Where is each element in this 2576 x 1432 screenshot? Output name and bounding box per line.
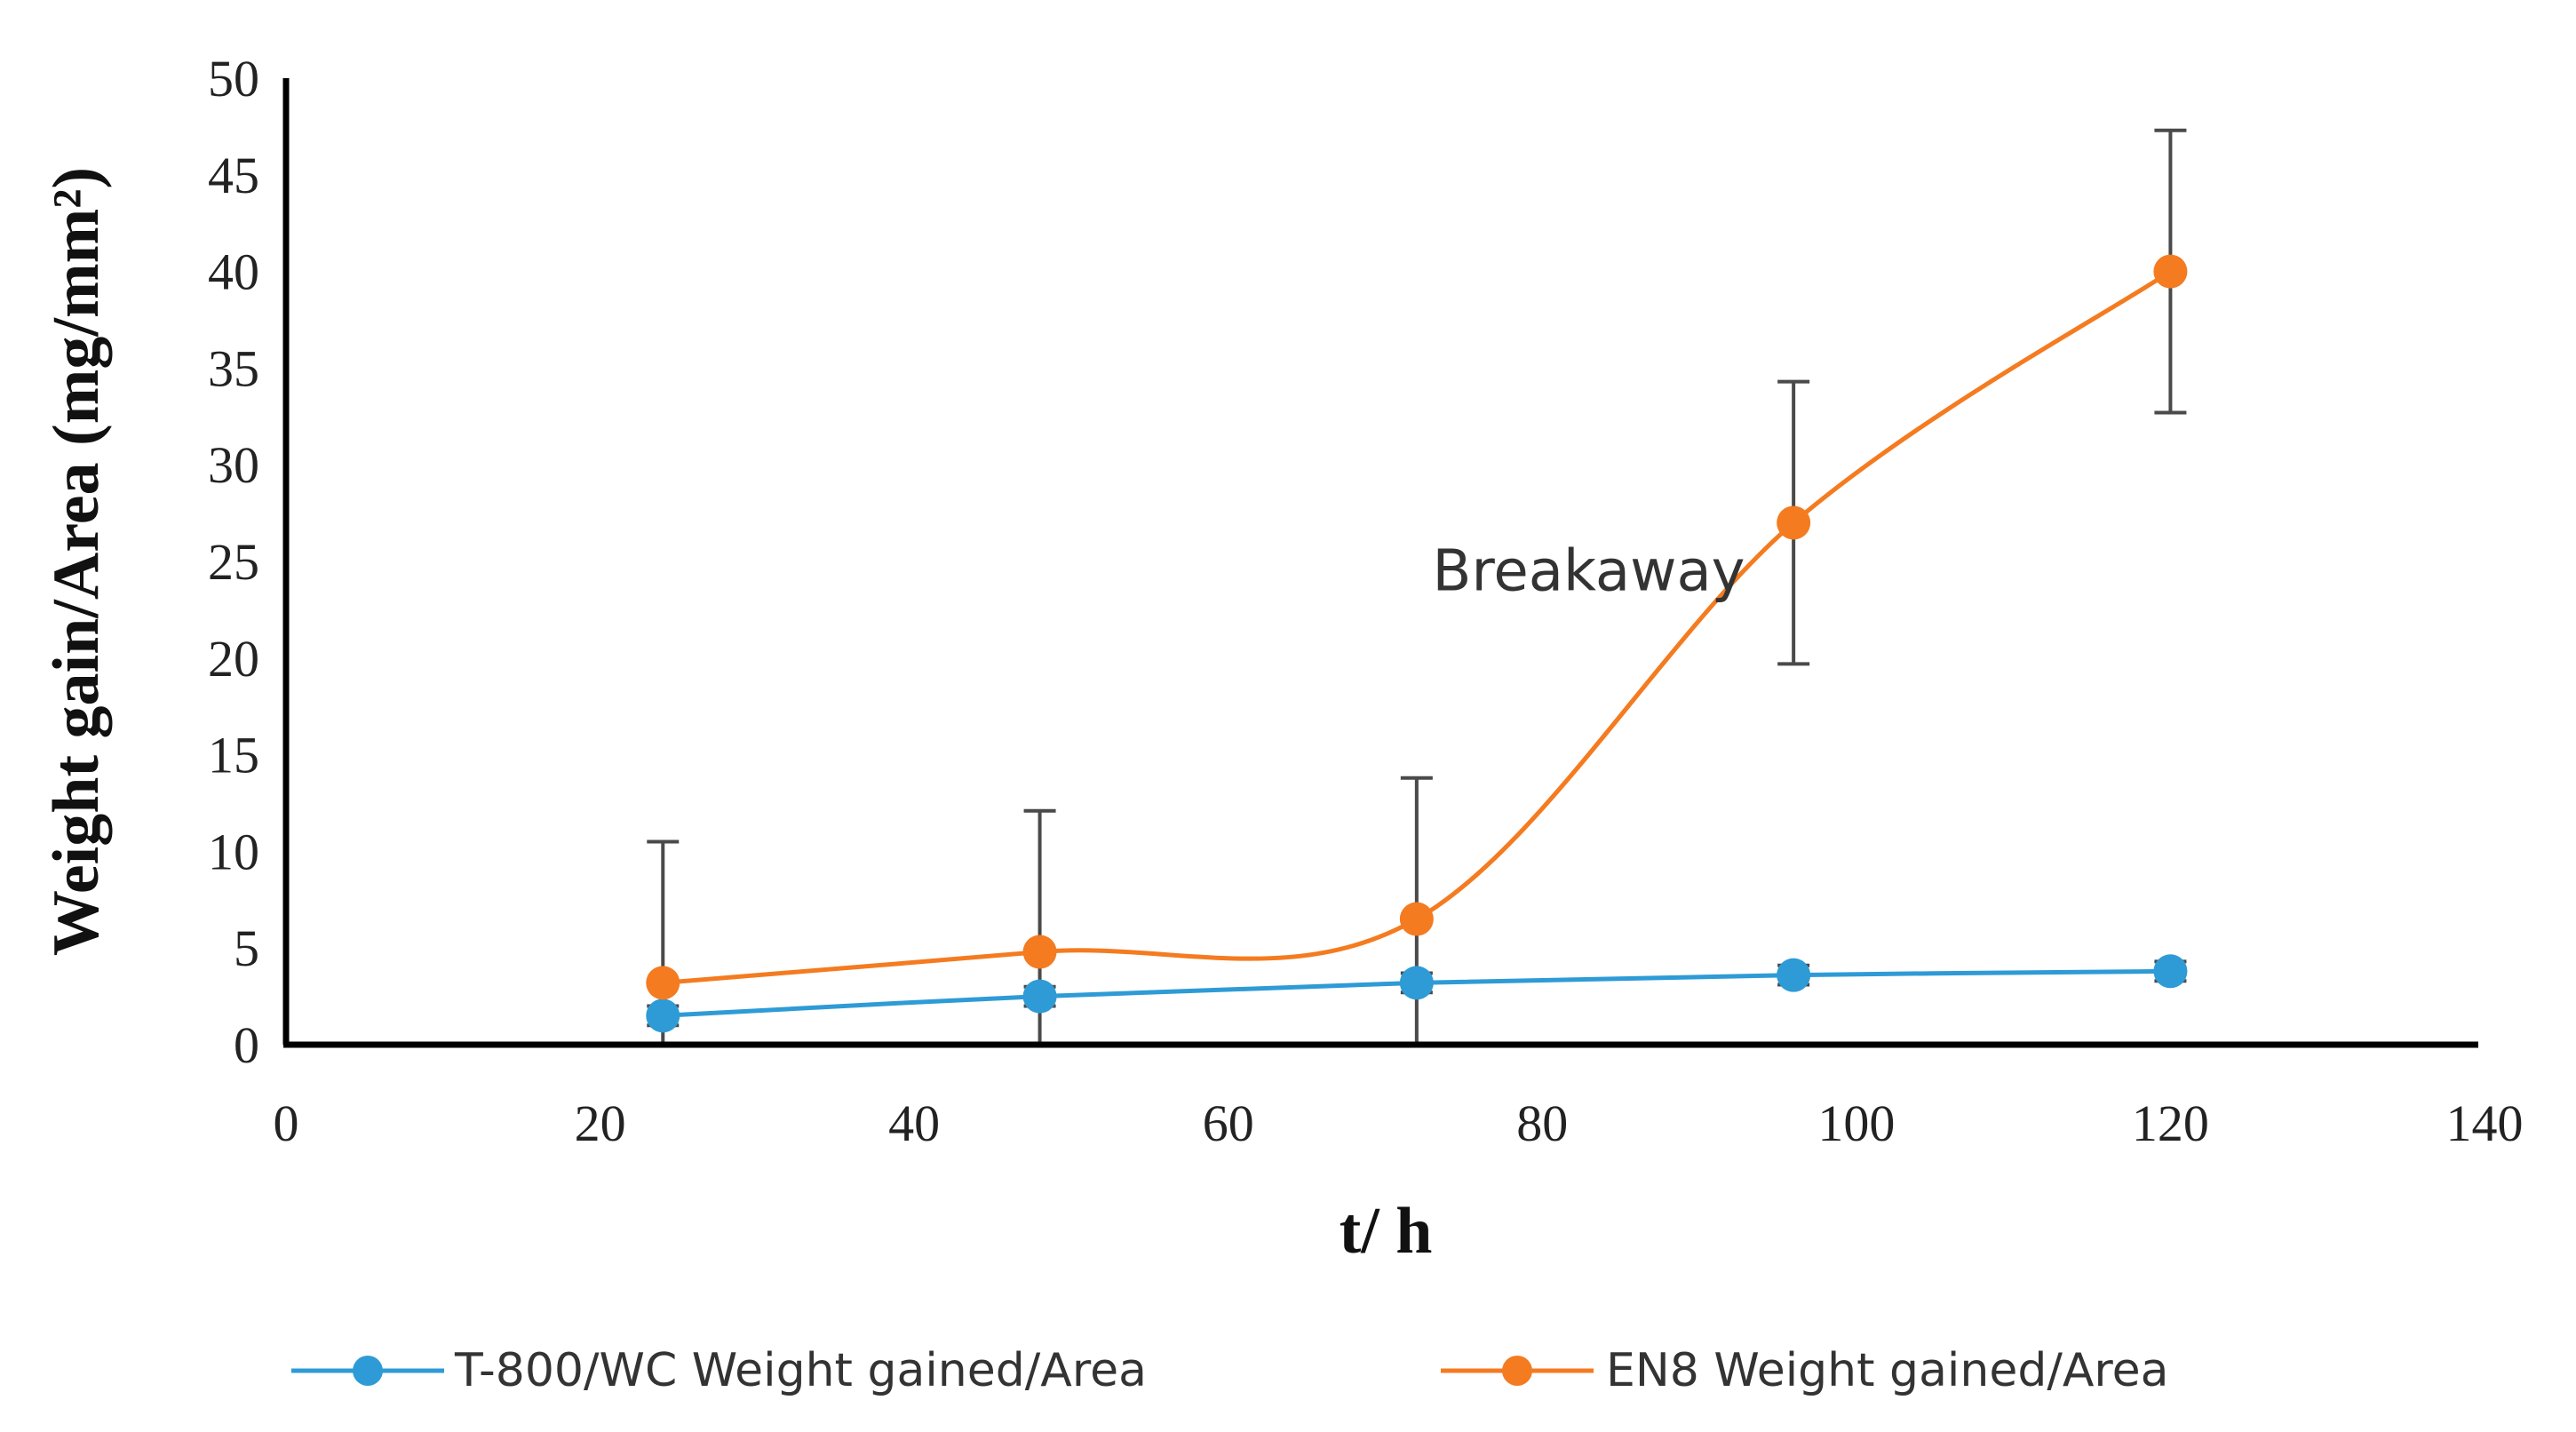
legend-item-en8: EN8 Weight gained/Area (1441, 1344, 2169, 1397)
y-tick-label: 10 (208, 823, 259, 880)
legend-label-en8: EN8 Weight gained/Area (1606, 1344, 2169, 1397)
y-tick-label: 35 (208, 339, 259, 397)
breakaway-annotation: Breakaway (1433, 539, 1745, 605)
data-point-en8 (1399, 902, 1434, 936)
series-line-en8 (663, 269, 2172, 985)
y-tick-label: 45 (208, 147, 259, 204)
x-tick-label: 60 (1203, 1094, 1254, 1152)
x-tick-label: 0 (274, 1094, 299, 1152)
data-point-t800 (1777, 958, 1811, 992)
data-point-t800 (1399, 966, 1434, 1000)
legend-marker-en8 (1502, 1356, 1532, 1386)
data-point-t800 (646, 998, 680, 1033)
y-axis-title: Weight gain/Area (mg/mm²) (40, 167, 113, 956)
legend-item-t800: T-800/WC Weight gained/Area (291, 1344, 1147, 1397)
y-tick-label: 15 (208, 727, 259, 784)
data-point-t800 (1022, 979, 1057, 1014)
x-tick-label: 100 (1817, 1094, 1895, 1152)
y-tick-label: 25 (208, 533, 259, 591)
y-tick-label: 40 (208, 243, 259, 301)
data-point-en8 (646, 966, 680, 1000)
legend-marker-t800 (353, 1356, 383, 1386)
data-point-en8 (1777, 505, 1811, 540)
x-tick-label: 20 (575, 1094, 626, 1152)
y-tick-labels: 0 5 10 15 20 25 30 35 40 45 50 (208, 50, 259, 1074)
data-point-en8 (2153, 254, 2188, 289)
data-point-en8 (1022, 935, 1057, 969)
y-tick-label: 20 (208, 630, 259, 688)
x-tick-label: 80 (1516, 1094, 1568, 1152)
y-tick-label: 50 (208, 50, 259, 107)
x-tick-label: 40 (888, 1094, 940, 1152)
x-tick-label: 140 (2446, 1094, 2524, 1152)
y-tick-label: 0 (234, 1016, 259, 1074)
y-tick-label: 5 (234, 919, 259, 977)
legend: T-800/WC Weight gained/Area EN8 Weight g… (291, 1344, 2169, 1397)
x-tick-label: 120 (2132, 1094, 2209, 1152)
x-tick-labels: 0 20 40 60 80 100 120 140 (274, 1094, 2524, 1152)
x-axis-title: t/ h (1340, 1195, 1433, 1268)
y-tick-label: 30 (208, 436, 259, 494)
data-point-t800 (2153, 954, 2188, 989)
legend-label-t800: T-800/WC Weight gained/Area (454, 1344, 1147, 1397)
series-markers (646, 254, 2188, 1033)
